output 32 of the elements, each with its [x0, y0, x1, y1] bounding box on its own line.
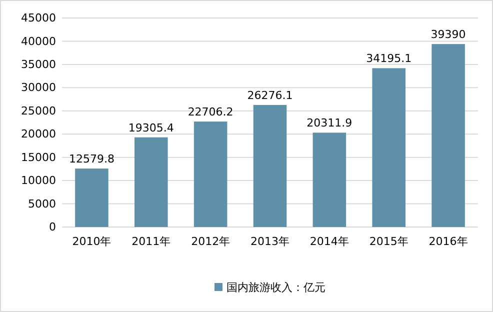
data-label: 26276.1 [247, 88, 293, 102]
data-label: 22706.2 [188, 106, 234, 119]
data-label: 19305.4 [128, 121, 174, 134]
data-label: 39390 [430, 28, 466, 42]
y-tick-label: 30000 [21, 81, 56, 94]
x-tick-label: 2015年 [369, 234, 408, 248]
bar [75, 168, 108, 227]
y-tick-label: 25000 [21, 104, 56, 118]
bar [312, 132, 346, 227]
y-tick-label: 35000 [21, 58, 56, 71]
y-tick-label: 0 [49, 220, 56, 234]
y-tick-label: 10000 [21, 174, 56, 188]
x-tick-label: 2014年 [310, 234, 349, 248]
x-tick-label: 2010年 [72, 234, 112, 248]
x-tick-label: 2011年 [132, 234, 171, 248]
bar [432, 44, 465, 227]
x-tick-label: 2013年 [250, 234, 290, 248]
bar [253, 104, 287, 227]
y-tick-label: 45000 [21, 12, 56, 25]
data-label: 20311.9 [306, 116, 352, 130]
data-label: 34195.1 [366, 52, 412, 66]
y-tick-label: 40000 [21, 34, 56, 48]
y-tick-label: 5000 [28, 197, 56, 210]
y-tick-label: 20000 [21, 128, 56, 141]
y-tick-label: 15000 [21, 150, 56, 164]
bar [194, 122, 228, 227]
data-label: 12579.8 [68, 152, 114, 166]
x-tick-label: 2012年 [191, 234, 230, 248]
x-tick-label: 2016年 [428, 234, 468, 248]
legend-label: 国内旅游收入：亿元 [226, 281, 326, 294]
bar [134, 137, 168, 227]
bar [372, 68, 406, 227]
